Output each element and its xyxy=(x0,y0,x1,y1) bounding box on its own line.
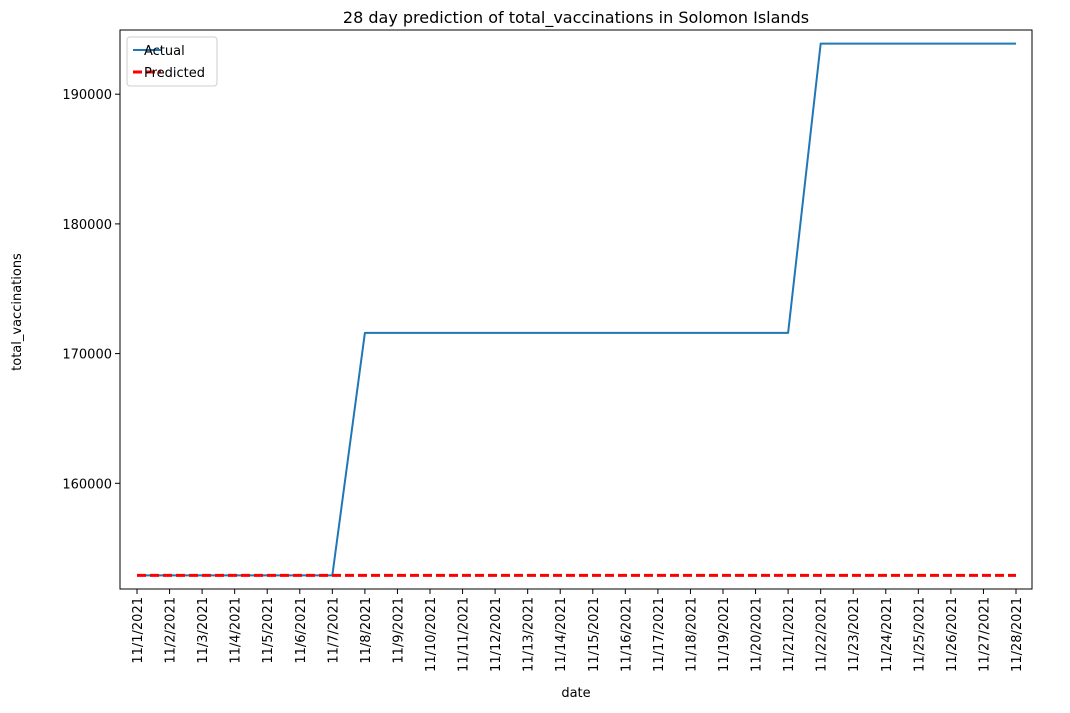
x-tick-label: 11/20/2021 xyxy=(750,597,765,672)
y-tick-label: 180000 xyxy=(62,218,112,233)
x-tick-label: 11/9/2021 xyxy=(391,597,406,664)
x-tick-label: 11/12/2021 xyxy=(489,597,504,672)
x-tick-label: 11/16/2021 xyxy=(619,597,634,672)
y-tick-label: 170000 xyxy=(62,348,112,363)
x-axis-label: date xyxy=(561,686,590,701)
x-tick-label: 11/1/2021 xyxy=(131,597,146,664)
x-tick-label: 11/21/2021 xyxy=(782,597,797,672)
x-tick-label: 11/18/2021 xyxy=(684,597,699,672)
legend-label-actual: Actual xyxy=(144,44,185,59)
x-tick-label: 11/11/2021 xyxy=(457,597,472,672)
x-tick-label: 11/7/2021 xyxy=(326,597,341,664)
x-tick-label: 11/10/2021 xyxy=(424,597,439,672)
x-tick-label: 11/4/2021 xyxy=(229,597,244,664)
x-tick-label: 11/8/2021 xyxy=(359,597,374,664)
x-tick-label: 11/2/2021 xyxy=(164,597,179,664)
legend: Actual Predicted xyxy=(126,36,218,87)
x-tick-label: 11/15/2021 xyxy=(587,597,602,672)
plot-area xyxy=(137,42,1016,577)
x-tick-label: 11/23/2021 xyxy=(847,597,862,672)
legend-label-predicted: Predicted xyxy=(144,66,205,81)
chart-title: 28 day prediction of total_vaccinations … xyxy=(343,8,809,28)
axes-frame xyxy=(119,29,1033,590)
x-tick-label: 11/27/2021 xyxy=(977,597,992,672)
y-axis-label: total_vaccinations xyxy=(10,253,25,371)
y-tick-label: 160000 xyxy=(62,477,112,492)
x-tick-label: 11/25/2021 xyxy=(912,597,927,672)
x-tick-label: 11/6/2021 xyxy=(294,597,309,664)
x-tick-label: 11/3/2021 xyxy=(196,597,211,664)
x-tick-label: 11/14/2021 xyxy=(554,597,569,672)
x-tick-label: 11/13/2021 xyxy=(522,597,537,672)
axes: 11/1/2021 11/2/2021 11/3/2021 11/4/2021 11/5… xyxy=(62,88,1025,672)
y-tick-label: 190000 xyxy=(62,88,112,103)
x-tick-label: 11/28/2021 xyxy=(1010,597,1025,672)
x-tick-label: 11/5/2021 xyxy=(261,597,276,664)
x-tick-label: 11/17/2021 xyxy=(652,597,667,672)
x-tick-label: 11/26/2021 xyxy=(945,597,960,672)
x-tick-label: 11/22/2021 xyxy=(815,597,830,672)
x-tick-label: 11/24/2021 xyxy=(880,597,895,672)
x-tick-label: 11/19/2021 xyxy=(717,597,732,672)
